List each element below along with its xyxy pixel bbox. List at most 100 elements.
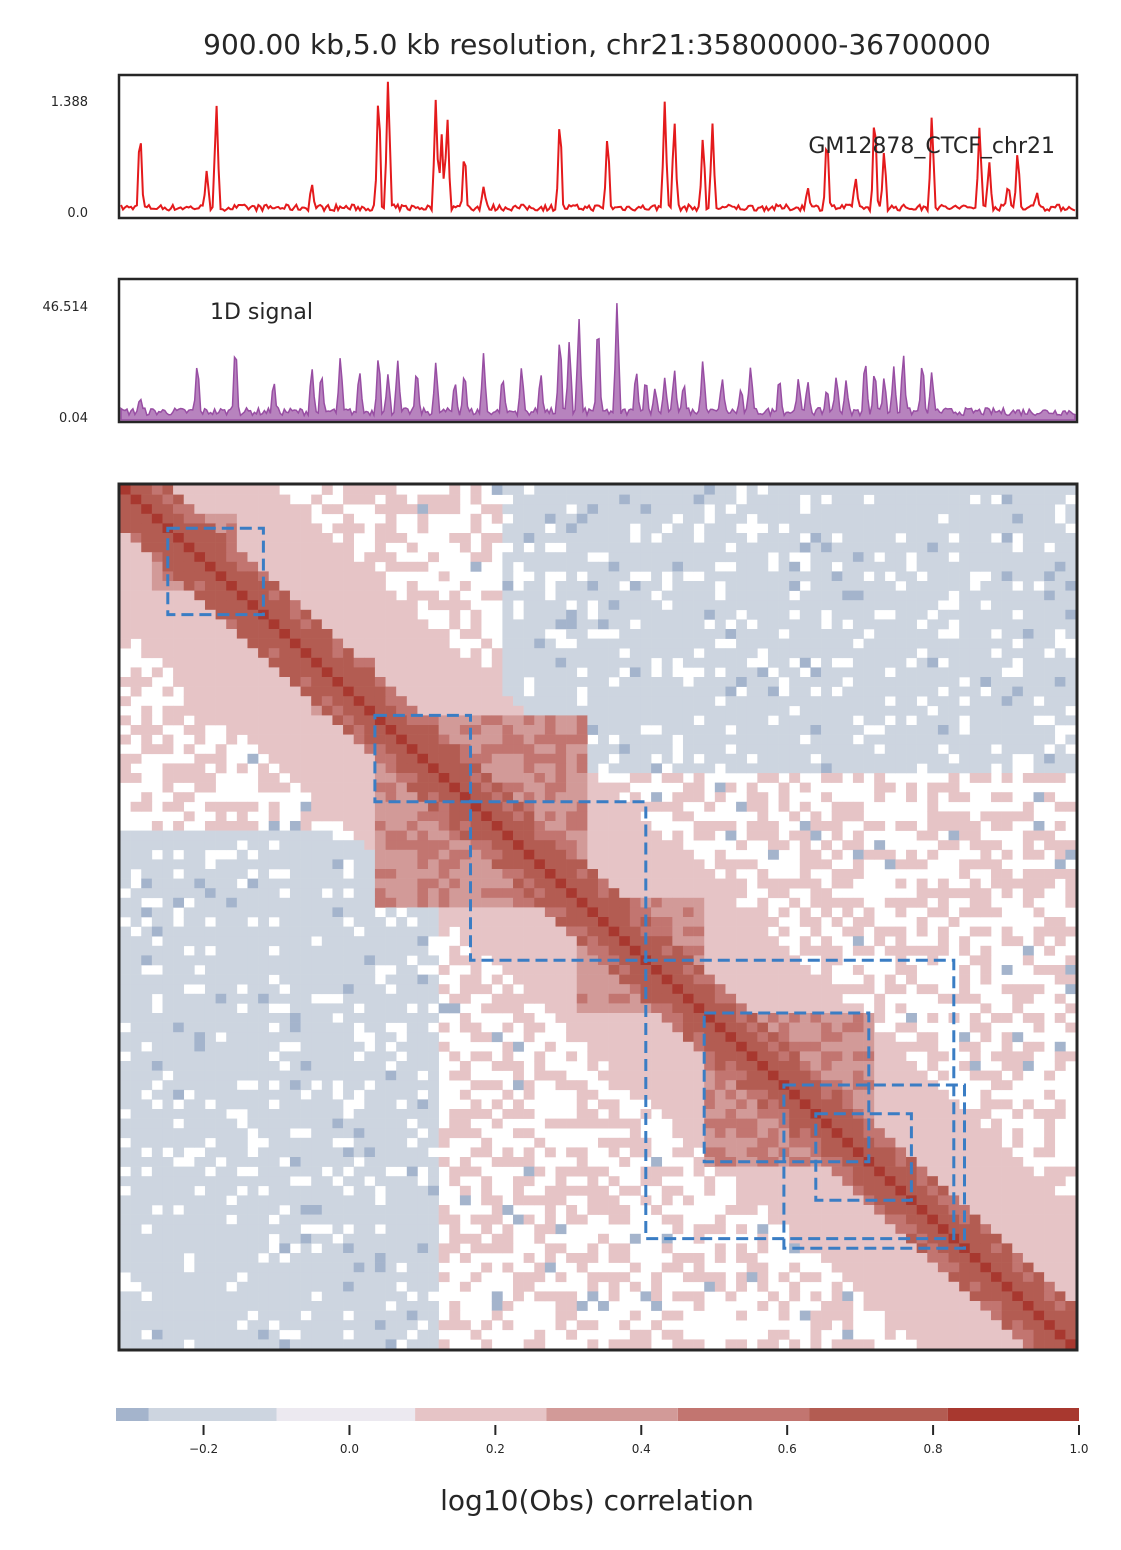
- heatmap-cell: [576, 801, 588, 812]
- heatmap-cell: [321, 782, 333, 793]
- heatmap-cell: [215, 1022, 227, 1033]
- heatmap-cell: [651, 792, 663, 803]
- heatmap-cell: [151, 609, 163, 620]
- heatmap-cell: [406, 504, 418, 515]
- heatmap-cell: [183, 638, 195, 649]
- heatmap-cell: [173, 1022, 185, 1033]
- heatmap-cell: [916, 561, 928, 572]
- heatmap-cell: [874, 773, 886, 783]
- heatmap-cell: [969, 715, 981, 726]
- heatmap-cell: [311, 984, 323, 995]
- heatmap-cell: [948, 638, 960, 649]
- heatmap-cell: [353, 705, 365, 716]
- heatmap-cell: [215, 878, 227, 889]
- heatmap-cell: [204, 965, 216, 975]
- heatmap-cell: [821, 744, 832, 755]
- heatmap-cell: [937, 561, 949, 572]
- heatmap-cell: [151, 638, 163, 649]
- heatmap-cell: [746, 561, 758, 572]
- heatmap-cell: [544, 753, 556, 764]
- heatmap-cell: [1022, 533, 1034, 543]
- heatmap-cell: [821, 945, 832, 956]
- heatmap-cell: [598, 561, 609, 572]
- heatmap-cell: [842, 801, 854, 812]
- heatmap-cell: [821, 907, 832, 918]
- heatmap-cell: [714, 1099, 726, 1110]
- heatmap-cell: [969, 542, 981, 553]
- heatmap-cell: [608, 638, 620, 649]
- heatmap-cell: [428, 782, 439, 793]
- heatmap-cell: [428, 974, 439, 985]
- heatmap-cell: [268, 955, 280, 966]
- heatmap-cell: [534, 638, 546, 649]
- heatmap-cell: [714, 1080, 726, 1091]
- heatmap-cell: [236, 1061, 248, 1071]
- heatmap-cell: [937, 907, 949, 918]
- heatmap-cell: [502, 571, 514, 582]
- heatmap-cell: [842, 734, 854, 745]
- heatmap-cell: [746, 1061, 758, 1071]
- heatmap-cell: [566, 1022, 578, 1033]
- heatmap-cell: [321, 1070, 333, 1081]
- heatmap-cell: [343, 936, 354, 947]
- heatmap-cell: [204, 830, 216, 841]
- heatmap-cell: [534, 869, 546, 879]
- heatmap-cell: [980, 629, 992, 639]
- heatmap-cell: [672, 840, 684, 851]
- heatmap-cell: [831, 552, 843, 563]
- heatmap-cell: [459, 1022, 471, 1033]
- heatmap-cell: [268, 494, 280, 505]
- heatmap-cell: [226, 830, 238, 841]
- heatmap-cell: [353, 590, 365, 601]
- heatmap-cell: [353, 1109, 365, 1119]
- heatmap-cell: [502, 897, 514, 908]
- heatmap-cell: [194, 926, 206, 937]
- heatmap-cell: [651, 1032, 663, 1043]
- heatmap-cell: [651, 1041, 663, 1052]
- heatmap-cell: [332, 811, 344, 822]
- heatmap-cell: [576, 878, 588, 889]
- heatmap-cell: [799, 1089, 811, 1100]
- heatmap-cell: [714, 715, 726, 726]
- heatmap-cell: [927, 533, 939, 543]
- heatmap-cell: [714, 542, 726, 553]
- heatmap-cell: [173, 830, 185, 841]
- heatmap-cell: [767, 1099, 779, 1110]
- heatmap-cell: [576, 705, 588, 716]
- heatmap-cell: [874, 734, 886, 745]
- heatmap-cell: [502, 945, 514, 956]
- heatmap-cell: [980, 494, 992, 505]
- heatmap-cell: [141, 801, 153, 812]
- heatmap-cell: [714, 974, 726, 985]
- heatmap-cell: [406, 945, 418, 956]
- heatmap-cell: [141, 734, 153, 745]
- heatmap-cell: [831, 1070, 843, 1081]
- heatmap-cell: [640, 552, 652, 563]
- heatmap-cell: [130, 561, 142, 572]
- heatmap-cell: [672, 1032, 684, 1043]
- heatmap-cell: [555, 821, 567, 831]
- heatmap-cell: [959, 763, 971, 774]
- heatmap-cell: [470, 1099, 482, 1110]
- heatmap-cell: [343, 725, 354, 735]
- heatmap-cell: [661, 686, 673, 697]
- heatmap-cell: [746, 504, 758, 515]
- heatmap-cell: [502, 849, 514, 860]
- heatmap-cell: [831, 801, 843, 812]
- heatmap-cell: [343, 840, 354, 851]
- heatmap-cell: [587, 677, 599, 687]
- heatmap-cell: [757, 926, 769, 937]
- heatmap-cell: [374, 600, 386, 611]
- heatmap-cell: [916, 609, 928, 620]
- heatmap-cell: [969, 609, 981, 620]
- heatmap-cell: [385, 744, 397, 755]
- heatmap-cell: [640, 638, 652, 649]
- heatmap-cell: [757, 542, 769, 553]
- heatmap-cell: [863, 485, 875, 495]
- heatmap-cell: [151, 821, 163, 831]
- heatmap-cell: [311, 600, 323, 611]
- heatmap-cell: [130, 859, 142, 870]
- heatmap-cell: [959, 792, 971, 803]
- heatmap-cell: [502, 1089, 514, 1100]
- heatmap-cell: [151, 869, 163, 879]
